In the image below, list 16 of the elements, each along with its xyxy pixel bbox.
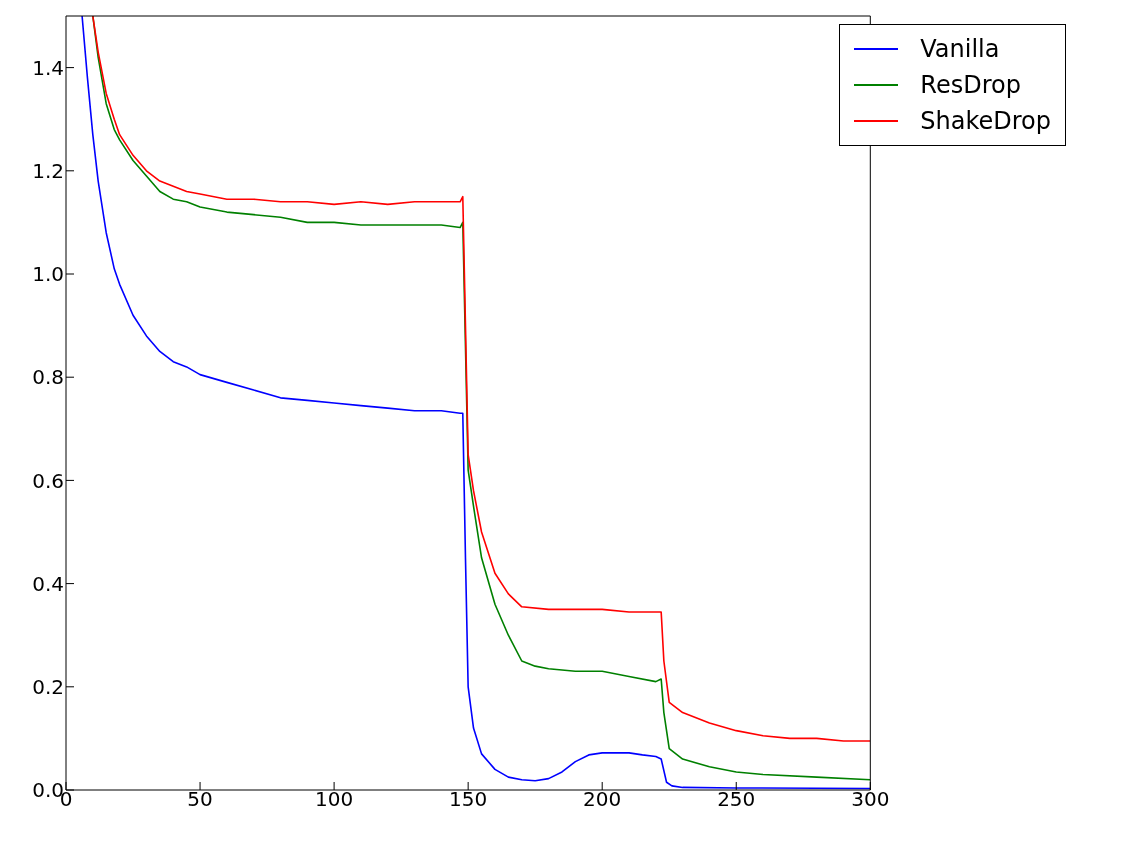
x-tick-label: 100 [315,787,354,812]
x-tick-label: 300 [851,787,890,812]
y-tick-label: 0.6 [32,468,64,493]
y-tick-label: 0.4 [32,571,64,596]
legend-label: ResDrop [920,71,1021,99]
legend-label: ShakeDrop [920,107,1051,135]
x-tick-label: 250 [717,787,756,812]
y-tick-label: 1.0 [32,262,64,287]
y-tick-label: 0.8 [32,365,64,390]
legend-label: Vanilla [920,35,1000,63]
y-tick-label: 1.2 [32,158,64,183]
y-tick-label: 1.4 [32,55,64,80]
x-tick-label: 150 [449,787,488,812]
x-tick-label: 50 [187,787,213,812]
x-tick-label: 200 [583,787,622,812]
y-tick-label: 0.2 [32,674,64,699]
